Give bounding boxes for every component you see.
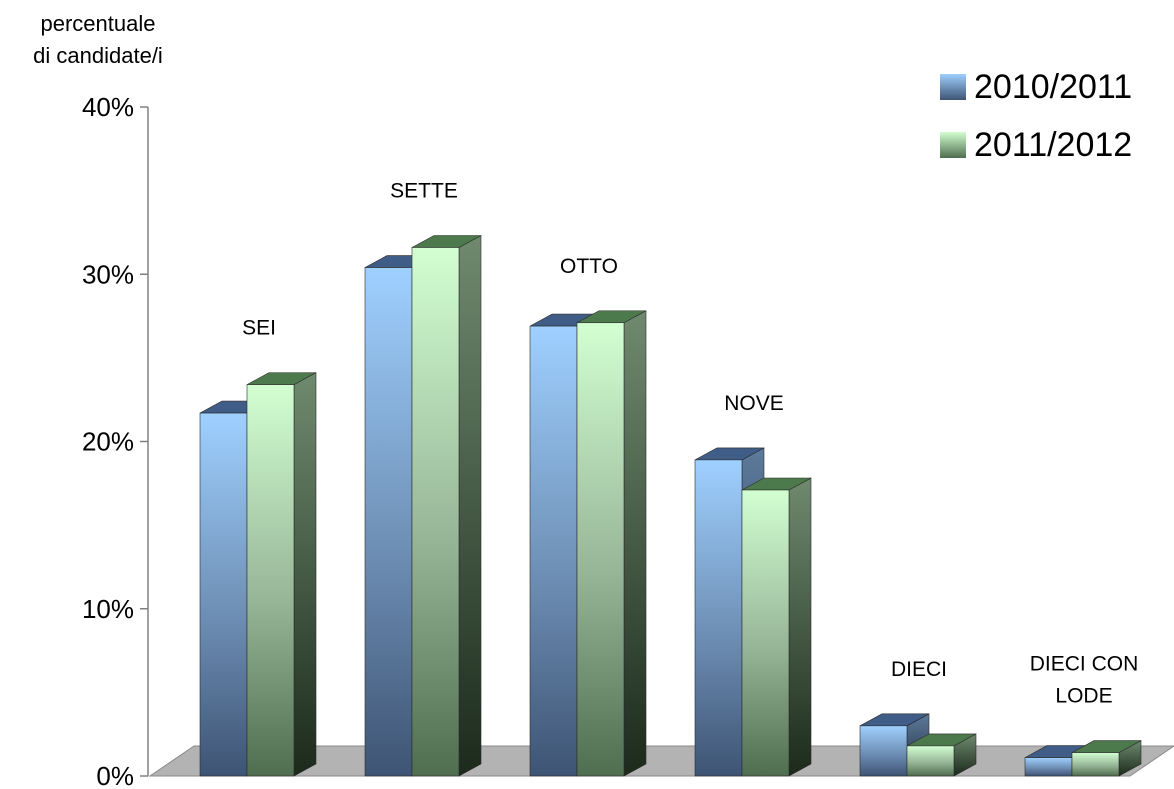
legend-swatch-2010-2011	[940, 74, 966, 100]
bar	[859, 725, 908, 777]
bar	[576, 322, 625, 777]
legend-item-2011-2012: 2011/2012	[940, 116, 1132, 174]
y-tick-label: 20%	[82, 427, 134, 457]
bar	[906, 745, 955, 777]
category-label: NOVE	[724, 392, 784, 415]
legend-swatch-2011-2012	[940, 132, 966, 158]
y-tick-label: 30%	[82, 259, 134, 289]
legend-label-2011-2012: 2011/2012	[974, 125, 1133, 164]
bar	[364, 267, 413, 777]
y-tick-label: 40%	[82, 92, 134, 122]
bar-side	[293, 372, 317, 777]
legend: 2010/2011 2011/2012	[940, 58, 1132, 174]
legend-item-2010-2011: 2010/2011	[940, 58, 1132, 116]
category-label: OTTO	[560, 255, 618, 278]
bar	[694, 459, 743, 777]
bar	[199, 412, 248, 777]
bar	[741, 489, 790, 777]
category-label: SEI	[242, 317, 276, 340]
bar-side	[458, 234, 482, 777]
bar	[1071, 752, 1120, 777]
bar	[529, 325, 578, 777]
category-label: SETTE	[390, 179, 458, 202]
y-axis-title-line-1: percentuale	[40, 11, 156, 36]
y-axis-title-line-2: di candidate/i	[33, 43, 163, 68]
category-label: DIECI	[891, 658, 947, 681]
y-tick-label: 10%	[82, 594, 134, 624]
category-label: DIECI CON LODE	[1030, 653, 1139, 708]
bar	[246, 384, 295, 777]
legend-label-2010-2011: 2010/2011	[974, 67, 1133, 106]
bar-side	[623, 310, 647, 777]
bar-side	[788, 477, 812, 777]
y-tick-label: 0%	[96, 761, 134, 789]
bar	[411, 247, 460, 777]
bar	[1024, 757, 1073, 777]
y-axis-title: percentuale di candidate/i	[8, 8, 188, 72]
